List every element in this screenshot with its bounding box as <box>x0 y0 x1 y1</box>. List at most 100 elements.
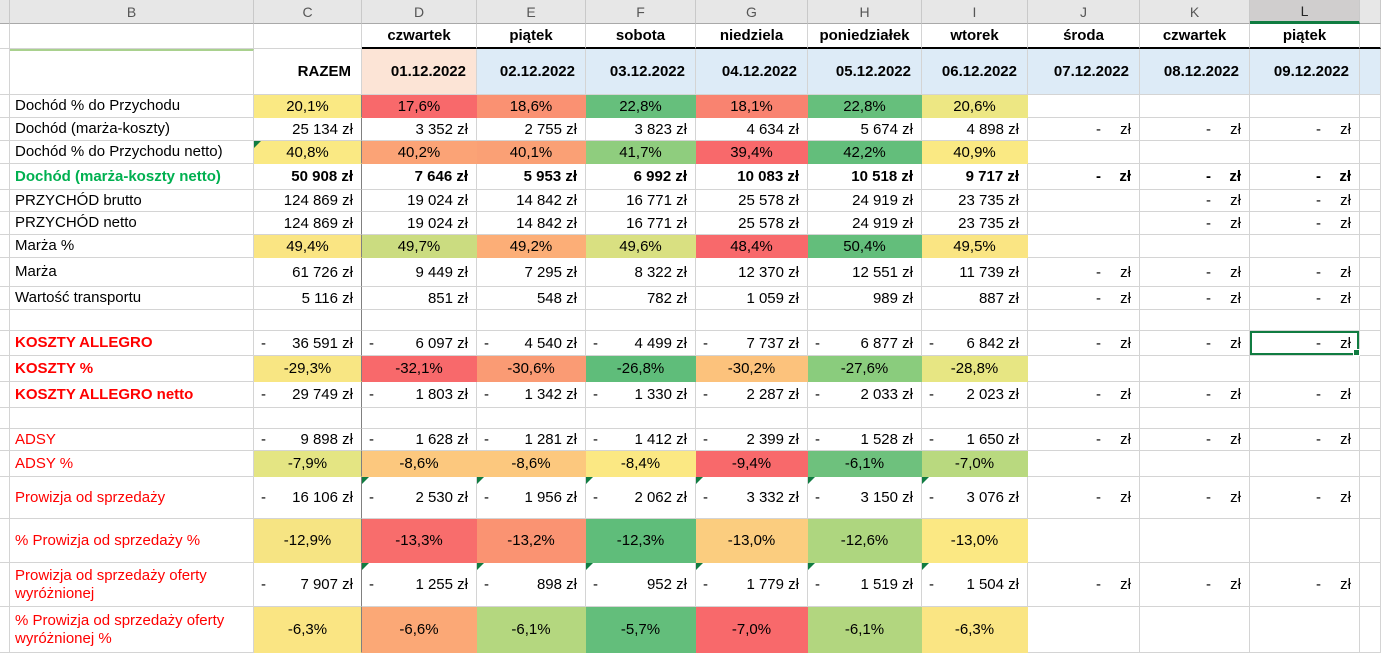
row-label-8[interactable]: Marża <box>10 258 254 287</box>
cell-E-10[interactable] <box>477 310 586 331</box>
cell-E-14[interactable] <box>477 408 586 429</box>
cell-L-18[interactable] <box>1250 519 1360 563</box>
edge-cell[interactable] <box>0 118 10 141</box>
cell-L-3[interactable] <box>1250 141 1360 164</box>
edge-cell[interactable] <box>0 451 10 477</box>
day-cell-I[interactable]: wtorek <box>922 24 1028 49</box>
cell-C-15[interactable]: - 9 898 zł <box>254 429 362 451</box>
cell-D-11[interactable]: - 6 097 zł <box>362 331 477 356</box>
cell-C-7[interactable]: 49,4% <box>254 235 362 258</box>
cell-G-7[interactable]: 48,4% <box>696 235 808 258</box>
cell-J-9[interactable]: - zł <box>1028 287 1140 310</box>
cell-H-11[interactable]: - 6 877 zł <box>808 331 922 356</box>
cell-C-10[interactable] <box>254 310 362 331</box>
cell-J-11[interactable]: - zł <box>1028 331 1140 356</box>
cell-E-4[interactable]: 5 953 zł <box>477 164 586 190</box>
cell-D-1[interactable]: 17,6% <box>362 95 477 118</box>
cell-G-18[interactable]: -13,0% <box>696 519 808 563</box>
day-cell-F[interactable]: sobota <box>586 24 696 49</box>
cell-I-2[interactable]: 4 898 zł <box>922 118 1028 141</box>
cell-D-6[interactable]: 19 024 zł <box>362 212 477 235</box>
cell-H-2[interactable]: 5 674 zł <box>808 118 922 141</box>
date-cell-G[interactable]: 04.12.2022 <box>696 49 808 95</box>
cell-K-10[interactable] <box>1140 310 1250 331</box>
cell-F-2[interactable]: 3 823 zł <box>586 118 696 141</box>
cell-F-4[interactable]: 6 992 zł <box>586 164 696 190</box>
cell-K-17[interactable]: - zł <box>1140 477 1250 519</box>
date-edge-cell[interactable] <box>1360 49 1381 95</box>
cell-K-4[interactable]: - zł <box>1140 164 1250 190</box>
cell-J-2[interactable]: - zł <box>1028 118 1140 141</box>
cell-G-12[interactable]: -30,2% <box>696 356 808 382</box>
cell-L-9[interactable]: - zł <box>1250 287 1360 310</box>
cell-H-7[interactable]: 50,4% <box>808 235 922 258</box>
cell-C-17[interactable]: - 16 106 zł <box>254 477 362 519</box>
cell-E-18[interactable]: -13,2% <box>477 519 586 563</box>
edge-cell[interactable] <box>0 235 10 258</box>
date-cell-K[interactable]: 08.12.2022 <box>1140 49 1250 95</box>
edge-cell[interactable] <box>1360 212 1381 235</box>
cell-K-3[interactable] <box>1140 141 1250 164</box>
cell-F-18[interactable]: -12,3% <box>586 519 696 563</box>
cell-C-4[interactable]: 50 908 zł <box>254 164 362 190</box>
cell-G-8[interactable]: 12 370 zł <box>696 258 808 287</box>
row-label-12[interactable]: KOSZTY % <box>10 356 254 382</box>
cell-I-4[interactable]: 9 717 zł <box>922 164 1028 190</box>
cell-H-5[interactable]: 24 919 zł <box>808 190 922 212</box>
cell-K-18[interactable] <box>1140 519 1250 563</box>
cell-L-15[interactable]: - zł <box>1250 429 1360 451</box>
cell-H-17[interactable]: - 3 150 zł <box>808 477 922 519</box>
cell-D-19[interactable]: - 1 255 zł <box>362 563 477 607</box>
cell-J-6[interactable] <box>1028 212 1140 235</box>
cell-F-1[interactable]: 22,8% <box>586 95 696 118</box>
cell-K-20[interactable] <box>1140 607 1250 653</box>
cell-E-12[interactable]: -30,6% <box>477 356 586 382</box>
row-label-11[interactable]: KOSZTY ALLEGRO <box>10 331 254 356</box>
cell-L-6[interactable]: - zł <box>1250 212 1360 235</box>
cell-K-15[interactable]: - zł <box>1140 429 1250 451</box>
cell-L-7[interactable] <box>1250 235 1360 258</box>
cell-H-13[interactable]: - 2 033 zł <box>808 382 922 408</box>
cell-J-7[interactable] <box>1028 235 1140 258</box>
cell-D-14[interactable] <box>362 408 477 429</box>
cell-D-10[interactable] <box>362 310 477 331</box>
edge-cell[interactable] <box>1360 356 1381 382</box>
cell-C-19[interactable]: - 7 907 zł <box>254 563 362 607</box>
date-cell-J[interactable]: 07.12.2022 <box>1028 49 1140 95</box>
edge-cell[interactable] <box>0 607 10 653</box>
edge-cell[interactable] <box>1360 164 1381 190</box>
cell-I-3[interactable]: 40,9% <box>922 141 1028 164</box>
cell-E-8[interactable]: 7 295 zł <box>477 258 586 287</box>
day-cell-H[interactable]: poniedziałek <box>808 24 922 49</box>
edge-cell[interactable] <box>1360 451 1381 477</box>
cell-J-5[interactable] <box>1028 190 1140 212</box>
cell-C-12[interactable]: -29,3% <box>254 356 362 382</box>
cell-I-14[interactable] <box>922 408 1028 429</box>
column-header-G[interactable]: G <box>696 0 808 24</box>
row-label-20[interactable]: % Prowizja od sprzedaży oferty wyróżnion… <box>10 607 254 653</box>
cell-K-14[interactable] <box>1140 408 1250 429</box>
cell-G-13[interactable]: - 2 287 zł <box>696 382 808 408</box>
cell-H-14[interactable] <box>808 408 922 429</box>
cell-D-9[interactable]: 851 zł <box>362 287 477 310</box>
date-cell-B[interactable] <box>10 49 254 95</box>
total-header-cell[interactable]: RAZEM <box>254 49 362 95</box>
cell-H-3[interactable]: 42,2% <box>808 141 922 164</box>
date-cell-H[interactable]: 05.12.2022 <box>808 49 922 95</box>
cell-E-5[interactable]: 14 842 zł <box>477 190 586 212</box>
cell-H-1[interactable]: 22,8% <box>808 95 922 118</box>
cell-G-2[interactable]: 4 634 zł <box>696 118 808 141</box>
date-cell-I[interactable]: 06.12.2022 <box>922 49 1028 95</box>
row-label-14[interactable] <box>10 408 254 429</box>
cell-L-8[interactable]: - zł <box>1250 258 1360 287</box>
date-cell-L[interactable]: 09.12.2022 <box>1250 49 1360 95</box>
date-cell-E[interactable]: 02.12.2022 <box>477 49 586 95</box>
cell-E-15[interactable]: - 1 281 zł <box>477 429 586 451</box>
cell-L-17[interactable]: - zł <box>1250 477 1360 519</box>
row-label-7[interactable]: Marża % <box>10 235 254 258</box>
cell-L-1[interactable] <box>1250 95 1360 118</box>
cell-J-15[interactable]: - zł <box>1028 429 1140 451</box>
fill-handle[interactable] <box>1353 349 1360 356</box>
cell-G-19[interactable]: - 1 779 zł <box>696 563 808 607</box>
cell-K-13[interactable]: - zł <box>1140 382 1250 408</box>
